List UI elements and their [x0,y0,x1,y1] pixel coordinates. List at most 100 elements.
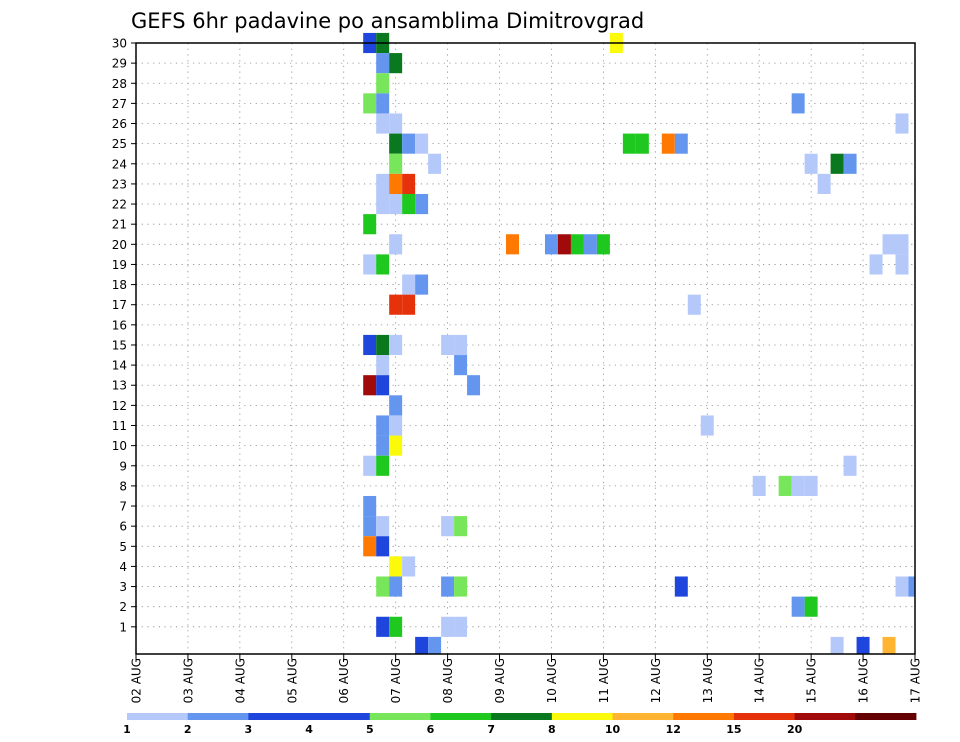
precip-cell [830,153,844,174]
y-tick-label: 12 [112,399,127,413]
precip-cell [454,355,468,376]
x-tick-label: 08 AUG [441,658,455,703]
precip-cell [895,576,909,597]
colorbar-label: 20 [787,723,803,736]
precip-cell [363,455,377,476]
colorbar-swatch [794,713,856,720]
precip-cell [895,234,909,255]
precip-cell [402,274,416,295]
colorbar-label: 2 [184,723,192,736]
precip-cell [596,234,610,255]
y-tick-label: 16 [112,318,127,332]
colorbar-label: 6 [427,723,435,736]
x-tick-label: 14 AUG [753,658,767,703]
x-axis-ticks: 02 AUG 03 AUG 04 AUG 05 AUG 06 AUG 07 AUG 08 A… [130,654,923,703]
precip-cell [389,576,403,597]
x-tick-label: 06 AUG [337,658,351,703]
colorbar: 1 2 3 4 5 6 7 8 10 12 15 20 [123,713,917,736]
precip-cell [415,636,429,654]
precip-cell [674,133,688,154]
y-tick-label: 18 [112,278,127,292]
precip-cell [363,214,377,235]
y-tick-label: 19 [112,258,127,272]
x-tick-label: 10 AUG [545,658,559,703]
precip-cell [843,455,857,476]
precip-cell [428,636,442,654]
colorbar-swatch [369,713,431,720]
precip-cell [661,133,675,154]
precip-cell [882,234,896,255]
precip-cell [389,234,403,255]
y-tick-label: 23 [112,177,127,191]
y-tick-label: 5 [119,540,127,554]
colorbar-swatch [855,713,917,720]
precip-cell [376,193,390,215]
precip-cell [376,334,390,356]
precip-cell [389,334,403,356]
precip-cell [583,234,597,255]
precip-cell [389,435,403,456]
y-tick-label: 26 [112,117,127,131]
precip-cell [817,173,831,194]
precip-cell [843,153,857,174]
colorbar-label: 7 [487,723,495,736]
precip-cell [376,355,390,376]
precip-cell [778,475,792,496]
colorbar-swatch [551,713,613,720]
precip-cell [415,193,429,215]
y-tick-label: 13 [112,379,127,393]
precip-cell [389,415,403,436]
x-tick-label: 17 AUG [909,658,923,703]
precip-cell [363,334,377,356]
y-tick-label: 14 [112,359,127,373]
grid-lines [136,42,915,654]
precip-cell [454,576,468,597]
colorbar-label: 1 [123,723,131,736]
x-tick-label: 03 AUG [181,658,195,703]
precip-cell [454,616,468,637]
precip-cell [402,173,416,194]
precip-cell [363,536,377,557]
precip-cell [622,133,636,154]
x-tick-label: 07 AUG [389,658,403,703]
colorbar-label: 5 [366,723,374,736]
precip-cell [363,254,377,275]
colorbar-swatch [187,713,249,720]
precip-cell [402,133,416,154]
precip-cell [402,294,416,315]
precip-cell [376,516,390,537]
y-tick-label: 6 [119,520,127,534]
precipitation-cells [363,32,915,654]
precip-cell [700,415,714,436]
y-tick-label: 11 [112,419,127,433]
precip-cell [441,334,455,356]
colorbar-label: 3 [245,723,253,736]
y-tick-label: 3 [119,580,127,594]
precip-cell [389,616,403,637]
precip-cell [454,334,468,356]
y-tick-label: 22 [112,198,127,212]
y-tick-label: 21 [112,218,127,232]
y-tick-label: 17 [112,298,127,312]
y-axis-ticks: 1234567891011121314151617181920212223242… [112,37,136,634]
precip-cell [376,375,390,396]
precip-cell [674,576,688,597]
colorbar-swatch [673,713,735,720]
y-tick-label: 9 [119,459,127,473]
precip-cell [415,274,429,295]
x-tick-label: 16 AUG [857,658,871,703]
precip-cell [376,93,390,114]
chart-title: GEFS 6hr padavine po ansamblima Dimitrov… [131,9,644,33]
precip-cell [389,173,403,194]
colorbar-swatch [612,713,674,720]
precip-cell [804,475,818,496]
precip-cell [869,254,883,275]
precip-cell [402,556,416,577]
precip-cell [882,636,896,654]
x-tick-label: 15 AUG [805,658,819,703]
precip-cell [544,234,558,255]
colorbar-label: 12 [666,723,681,736]
precip-cell [557,234,571,255]
precip-cell [454,516,468,537]
